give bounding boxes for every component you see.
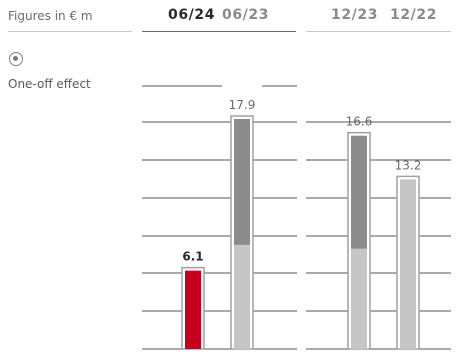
data-label-12/23: 16.6 xyxy=(346,115,373,129)
bar-06/24 xyxy=(185,270,201,349)
period-06-24[interactable]: 06/24 xyxy=(168,7,216,23)
period-12-22[interactable]: 12/22 xyxy=(390,7,438,23)
period-06-23[interactable]: 06/23 xyxy=(222,7,270,23)
bar-base-06/23 xyxy=(234,244,250,349)
bar-base-12/23 xyxy=(351,248,367,349)
data-label-06/23: 17.9 xyxy=(229,98,256,112)
bar-base-12/22 xyxy=(400,179,416,349)
header-rule-left xyxy=(8,31,132,32)
header-rule-mid xyxy=(142,31,296,32)
period-12-23[interactable]: 12/23 xyxy=(331,7,379,23)
one-off-effect-label: One-off effect xyxy=(8,77,91,91)
one-off-effect-radio-icon[interactable] xyxy=(9,52,23,66)
data-label-06/24: 6.1 xyxy=(182,250,203,264)
bar-one-off-12/23 xyxy=(351,135,367,249)
bar-one-off-06/23 xyxy=(234,118,250,245)
data-label-12/22: 13.2 xyxy=(395,158,422,172)
header-rule-right xyxy=(306,31,451,32)
figures-label: Figures in € m xyxy=(8,9,93,23)
